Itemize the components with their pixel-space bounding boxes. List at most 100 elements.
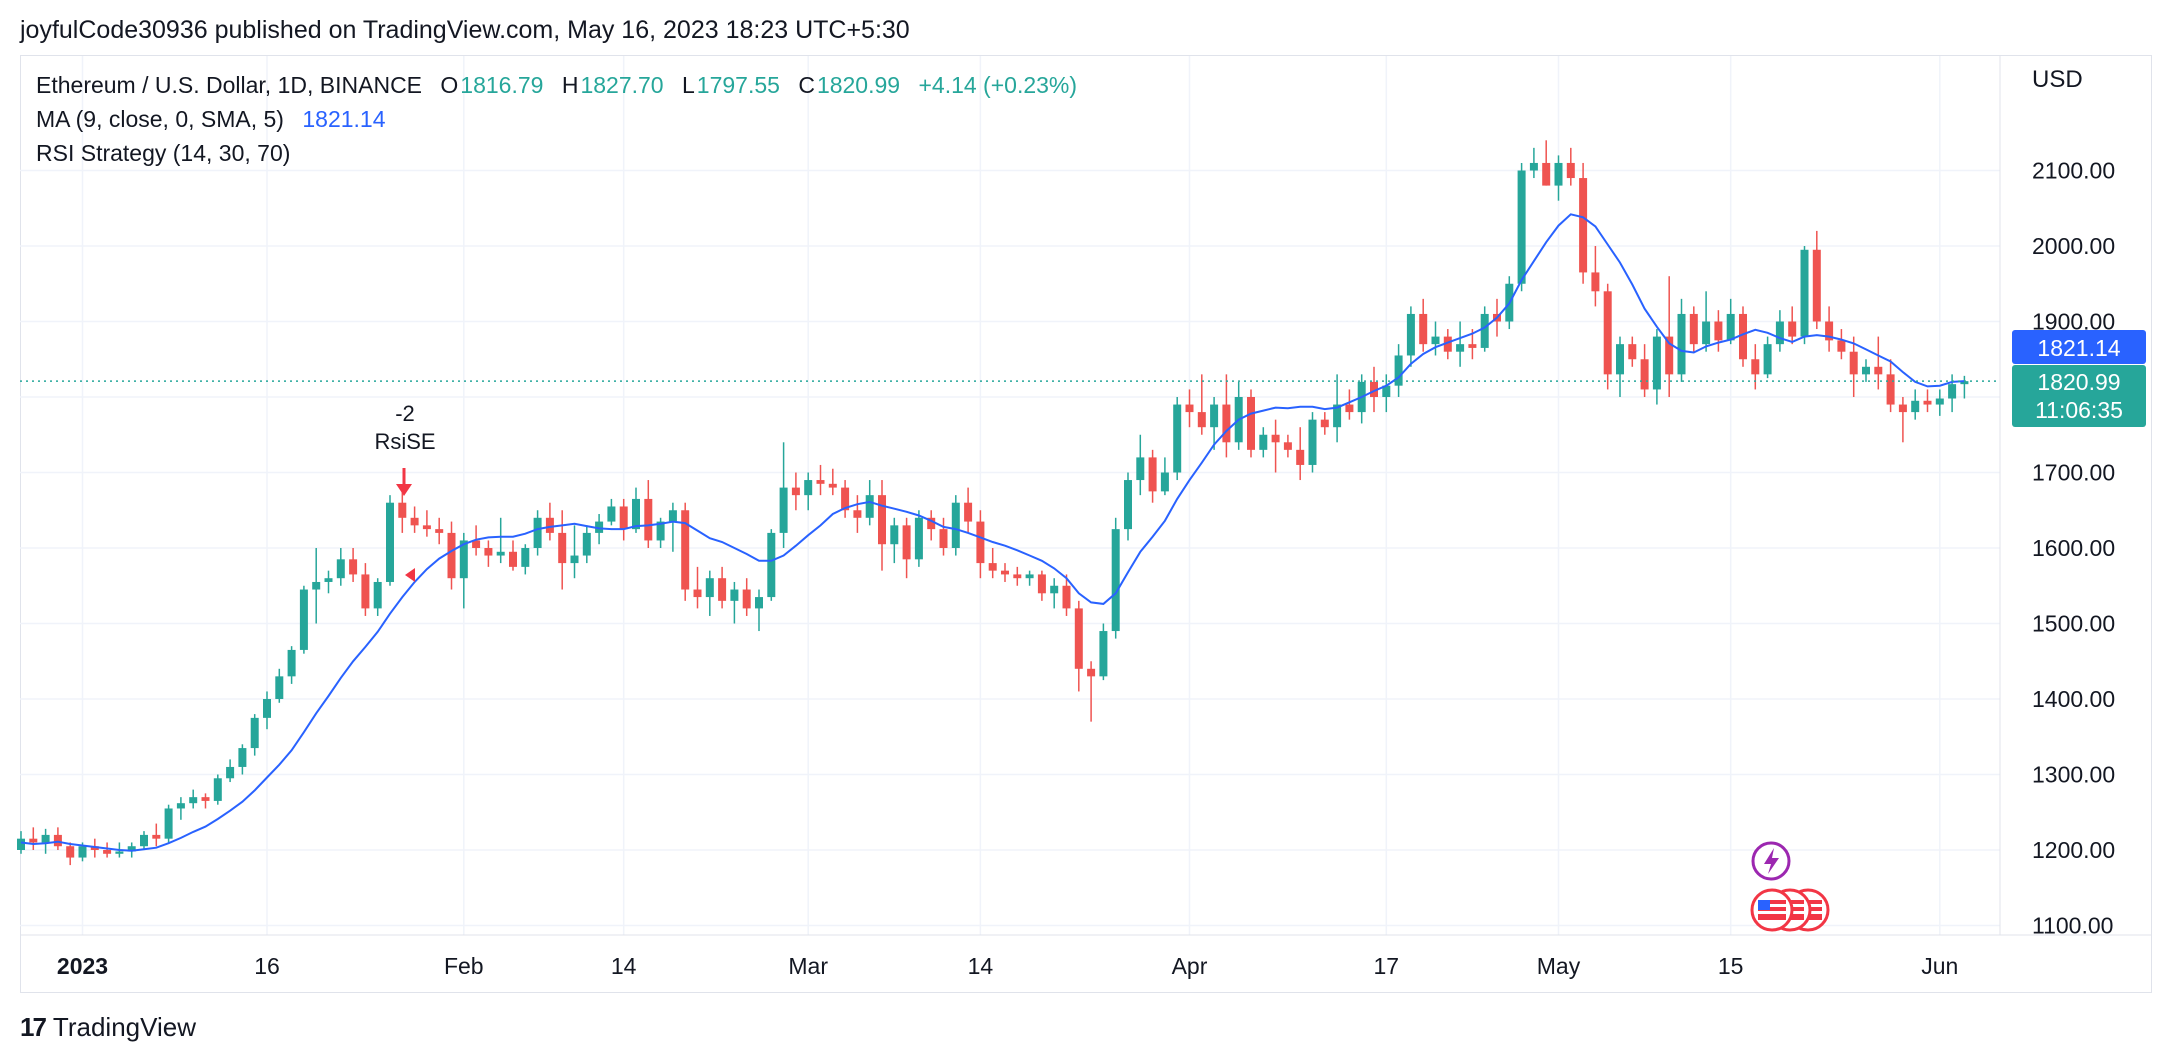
low-value: 1797.55 — [696, 72, 780, 98]
candle-body — [176, 803, 185, 809]
x-tick-label: Feb — [444, 953, 484, 979]
candle — [484, 540, 493, 567]
candle — [1308, 412, 1317, 473]
candle — [287, 646, 296, 684]
chart-frame[interactable] — [20, 55, 2152, 993]
candle — [1628, 336, 1637, 367]
candle — [1554, 155, 1563, 201]
candle — [1726, 298, 1735, 345]
candle — [755, 589, 763, 632]
open-value: 1816.79 — [460, 72, 544, 98]
candle — [1148, 449, 1157, 503]
candle-body — [1923, 400, 1932, 405]
candle-body — [1542, 162, 1551, 186]
candle — [1480, 306, 1489, 352]
candle — [189, 789, 198, 809]
candle — [1050, 578, 1059, 609]
candle — [1283, 434, 1292, 458]
ma-line — [20, 213, 1965, 852]
candle-body — [681, 510, 690, 590]
candle — [509, 540, 517, 571]
candle-body — [1271, 434, 1280, 443]
candle-body — [619, 506, 628, 530]
tradingview-brand-text: TradingView — [52, 1012, 196, 1042]
rsi-strategy-label[interactable]: RSI Strategy (14, 30, 70) — [36, 140, 291, 166]
candle-body — [779, 487, 788, 533]
candle — [1775, 310, 1784, 352]
candle-body — [1726, 313, 1735, 341]
candle — [1911, 389, 1920, 420]
candle — [496, 517, 505, 564]
candle-body — [1911, 400, 1920, 413]
candle — [1640, 344, 1649, 397]
y-tick-label: 1500.00 — [2032, 611, 2115, 637]
candle — [939, 517, 948, 556]
candle — [336, 548, 345, 586]
candle-body — [1050, 585, 1059, 594]
candle-body — [1074, 608, 1083, 669]
candle — [853, 495, 862, 533]
us-flag-event-icon[interactable] — [1750, 888, 1794, 932]
candle-body — [459, 540, 468, 579]
candle — [1714, 310, 1723, 352]
candle — [767, 529, 776, 601]
candle-body — [939, 529, 948, 548]
candle-body — [201, 797, 210, 801]
candle — [250, 714, 259, 756]
candle-body — [1025, 574, 1034, 579]
candle — [1431, 321, 1440, 356]
currency-label[interactable]: USD — [2032, 66, 2083, 93]
candle-body — [1628, 344, 1637, 360]
candle-body — [1665, 336, 1674, 375]
symbol-title[interactable]: Ethereum / U.S. Dollar, 1D, BINANCE — [36, 72, 423, 98]
candle-body — [1529, 162, 1538, 171]
candle — [66, 842, 75, 866]
candle-body — [755, 597, 763, 609]
candle — [275, 668, 284, 703]
candle-body — [1222, 404, 1231, 443]
low-label: L — [681, 72, 695, 98]
candle-body — [386, 502, 394, 582]
ma-indicator-label[interactable]: MA (9, close, 0, SMA, 5) — [36, 106, 284, 132]
candle — [878, 480, 886, 571]
candle — [1124, 472, 1132, 541]
candle-body — [226, 766, 235, 779]
candle — [1566, 147, 1575, 186]
tradingview-logo-icon: 17 — [20, 1012, 47, 1042]
candle-body — [263, 699, 271, 718]
candle-body — [1185, 404, 1194, 413]
candle — [1419, 298, 1428, 352]
candle-body — [312, 581, 321, 590]
candle — [644, 480, 653, 548]
candle — [410, 506, 419, 533]
lightning-event-icon[interactable] — [1751, 841, 1791, 881]
candle-body — [878, 495, 886, 545]
candle — [1210, 397, 1219, 450]
candle-body — [705, 578, 714, 598]
price-axis: 1100.00 1200.00 1300.00 1400.00 1500.00 1600.… — [2032, 158, 2115, 939]
candle-body — [1259, 434, 1268, 450]
candle — [1382, 374, 1391, 413]
candle — [386, 495, 394, 586]
candle — [422, 510, 431, 537]
candle-body — [1160, 472, 1169, 492]
candle — [41, 828, 50, 854]
candle — [349, 548, 358, 582]
signal-name-label: RsiSE — [374, 429, 435, 454]
candle — [17, 831, 25, 854]
candle — [693, 566, 702, 609]
candle — [1935, 389, 1944, 416]
candle — [582, 525, 591, 564]
candle-body — [1898, 404, 1907, 413]
candle — [152, 823, 161, 847]
candle-body — [1148, 457, 1157, 492]
candle-body — [1763, 344, 1772, 375]
candle — [1013, 566, 1022, 586]
candle-body — [1849, 351, 1858, 375]
rsi-legend-row: RSI Strategy (14, 30, 70) — [36, 140, 292, 167]
x-tick-label: 15 — [1718, 953, 1744, 979]
time-axis: 2023 16 Feb 14 Mar 14 Apr 17 May 15 Jun — [57, 953, 1958, 979]
x-tick-label: 17 — [1374, 953, 1400, 979]
candle — [263, 691, 271, 730]
